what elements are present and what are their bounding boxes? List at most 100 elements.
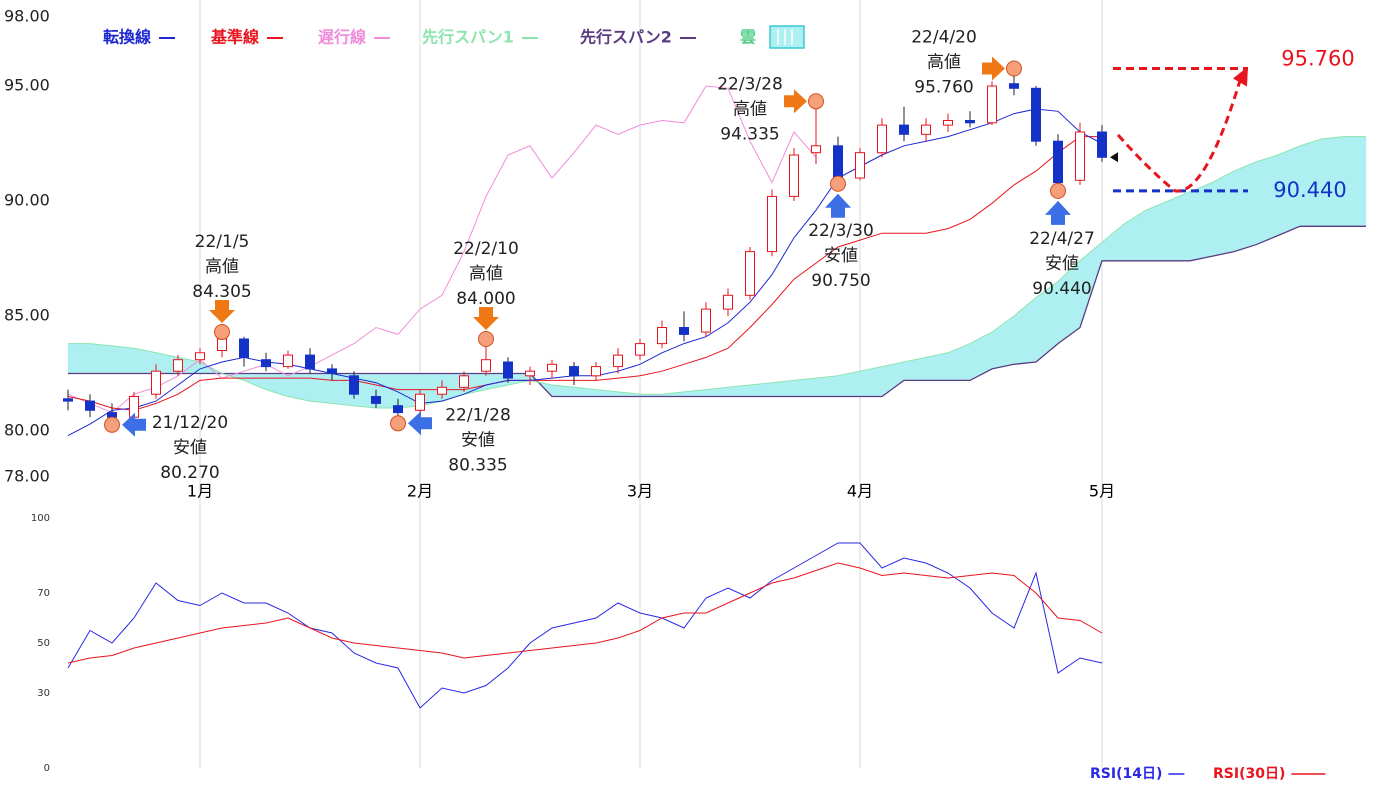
indicator-line [67,85,817,414]
candle-body [305,354,315,370]
annotation-text: 21/12/20 [152,413,228,433]
annotation-arrow [122,412,146,437]
annotation-text: 90.750 [811,271,870,291]
candle-body [789,154,799,197]
candle-body [63,398,73,402]
annotation-text: 22/1/28 [445,405,511,425]
y-tick-label: 0 [44,763,50,774]
candle-body [1031,87,1041,142]
x-tick-label: 2月 [407,482,433,501]
candle-body [987,85,997,124]
legend-label: 先行スパン1 [422,28,514,47]
annotation-text: 高値 [733,99,767,119]
target-label: 90.440 [1273,178,1346,202]
annotation-text: 高値 [205,257,239,277]
y-tick-label: 98.00 [4,7,50,26]
cloud [1211,170,1235,257]
candle-body [1053,140,1063,184]
annotation-text: 22/3/30 [808,221,874,241]
annotation-marker [214,323,230,340]
candle-body [327,368,337,374]
candle-body [635,343,645,356]
cloud [1123,209,1147,262]
candle-body [173,359,183,372]
candle-body [943,120,953,126]
y-tick-label: 30 [37,688,50,699]
candle-body [723,294,733,310]
candle-body [481,359,491,372]
y-tick-label: 85.00 [4,306,50,325]
y-tick-label: 100 [31,513,50,524]
forecast-arrowhead [1233,66,1248,87]
legend-label: 基準線 [210,28,259,47]
cloud [67,343,91,374]
cloud [815,375,839,397]
candle-body [371,396,381,404]
candle-body [437,386,447,395]
annotation-arrow [408,411,432,436]
candle-body [239,338,249,358]
cloud [111,345,135,374]
annotation-marker [104,416,120,433]
candle-body [965,120,975,124]
annotation-arrow [209,299,235,323]
y-tick-label: 50 [37,638,50,649]
legend-label: 雲 [740,28,756,47]
candle-body [195,352,205,361]
rsi-line [67,542,1103,709]
annotation-arrow [784,89,807,114]
annotation-marker [830,175,846,192]
annotation-marker [390,415,406,432]
annotation-text: 84.000 [456,289,515,309]
y-tick-label: 95.00 [4,76,50,95]
last-price-pointer [1110,152,1118,163]
annotation-text: 安値 [173,438,207,458]
candle-body [833,145,843,179]
annotation-text: 高値 [469,264,503,284]
candle-body [349,375,359,395]
cloud [947,343,971,381]
target-label: 95.760 [1281,47,1354,71]
candle-body [767,195,777,253]
candle-body [591,366,601,377]
annotation-text: 84.305 [192,282,251,302]
annotation-marker [1006,60,1022,77]
x-tick-label: 1月 [187,482,213,501]
annotation-text: 22/4/20 [911,28,977,48]
candle-body [811,145,821,154]
candle-body [503,361,513,379]
cloud [1167,191,1191,262]
y-tick-label: 70 [37,588,50,599]
legend-swatch [769,25,805,49]
annotation-text: 22/2/10 [453,239,519,259]
forecast-curve [1116,80,1242,193]
y-tick-label: 90.00 [4,191,50,210]
cloud [1013,297,1037,365]
legend-label: 先行スパン2 [580,28,672,47]
candle-body [151,370,161,395]
candle-body [547,363,557,372]
annotation-text: 80.335 [448,455,507,475]
annotation-marker [808,93,824,110]
rsi-line [67,562,1103,664]
candle-body [877,124,887,154]
candle-body [745,251,755,296]
candle-body [393,405,403,414]
candle-body [899,124,909,135]
annotation-text: 22/3/28 [717,74,783,94]
candle-body [459,375,469,388]
candle-body [1009,83,1019,89]
cloud [89,343,113,374]
candle-body [283,354,293,368]
annotation-text: 80.270 [160,463,219,483]
annotation-text: 安値 [461,430,495,450]
legend-label: RSI(14日) [1090,766,1162,782]
candle-body [701,308,711,333]
annotation-text: 90.440 [1032,279,1091,299]
candle-body [679,327,689,335]
annotation-arrow [473,307,499,330]
candle-body [261,359,271,368]
annotation-text: 安値 [1045,254,1079,274]
cloud [1145,200,1169,262]
annotation-arrow [982,56,1005,81]
